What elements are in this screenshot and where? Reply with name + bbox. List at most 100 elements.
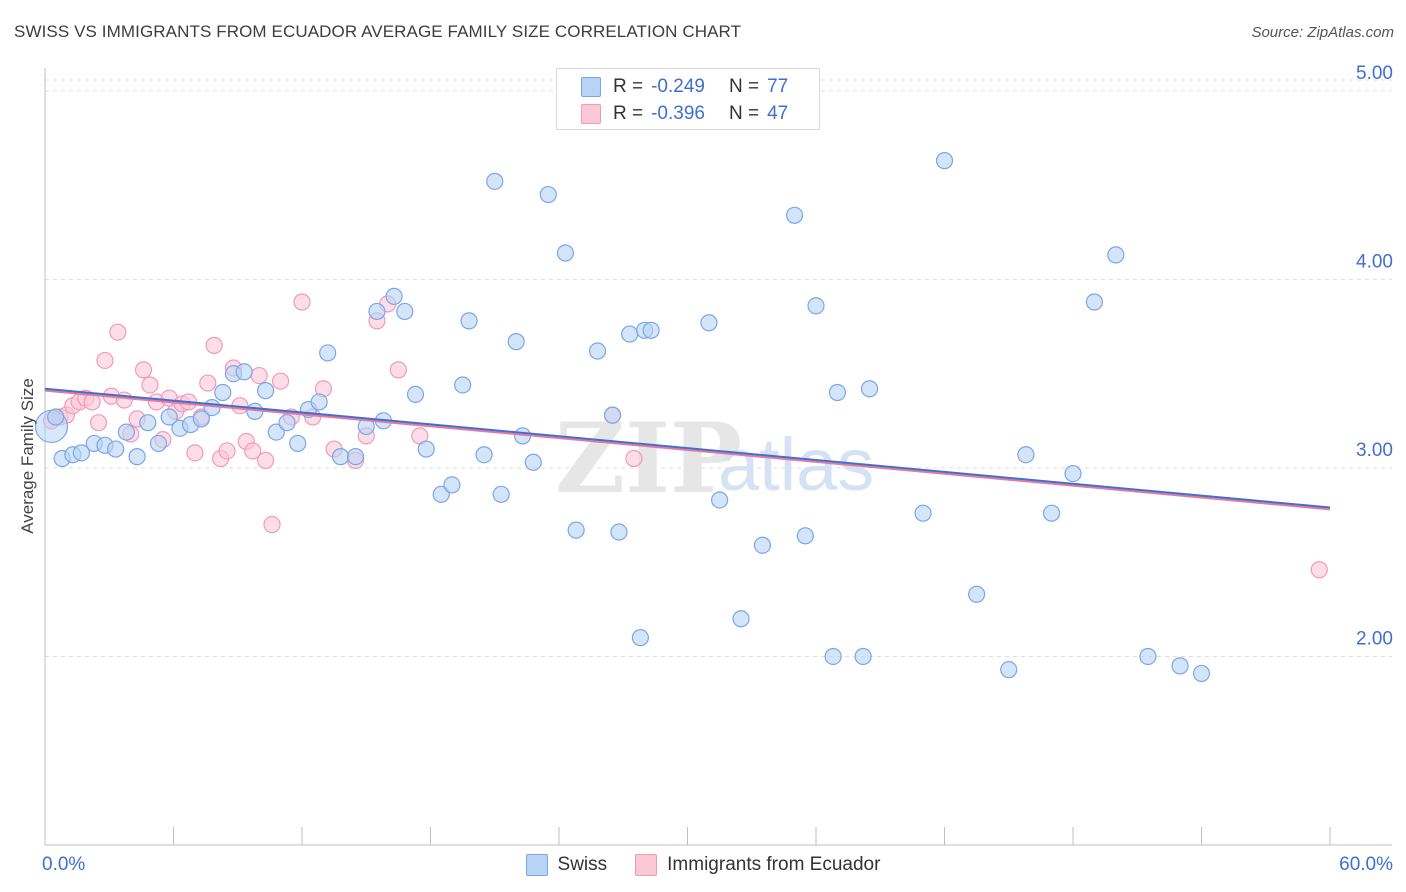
swiss-point	[443, 476, 461, 494]
swiss-point	[310, 393, 328, 411]
axes	[44, 68, 1392, 846]
swiss-point	[807, 297, 825, 315]
legend-item-ecuador: Immigrants from Ecuador	[635, 854, 880, 876]
swiss-point	[1107, 246, 1125, 264]
n-value: 47	[767, 103, 789, 124]
swiss-point	[507, 333, 525, 351]
swiss-point	[107, 440, 125, 458]
ecuador-point	[271, 372, 290, 390]
ecuador-point	[244, 442, 262, 460]
swiss-point	[796, 527, 814, 545]
series-legend: Swiss Immigrants from Ecuador	[0, 852, 1406, 878]
swiss-point	[711, 491, 729, 509]
y-axis-label: Average Family Size	[18, 378, 37, 534]
swiss-point	[860, 380, 879, 398]
swiss-point	[214, 383, 232, 402]
swiss-point	[331, 448, 350, 466]
swatch-ecuador	[635, 854, 658, 876]
swiss-point	[385, 287, 403, 305]
swiss-point	[914, 504, 932, 522]
swiss-point	[854, 647, 872, 666]
legend-label-swiss: Swiss	[557, 854, 608, 875]
r-label: R =	[613, 76, 644, 97]
swiss-point	[396, 302, 414, 321]
swiss-point	[460, 312, 478, 330]
ecuador-point	[96, 351, 114, 370]
swiss-point	[631, 629, 649, 647]
swiss-point	[828, 383, 847, 402]
swiss-point	[700, 314, 718, 332]
swiss-point	[486, 172, 504, 190]
swiss-point	[406, 385, 425, 403]
tick-labels: 2.00 3.00 4.00 5.00 0.0% 60.0%	[42, 63, 1393, 875]
legend-item-swiss: Swiss	[525, 854, 608, 876]
ecuador-point	[134, 361, 153, 379]
x-tick-label: 60.0%	[1339, 854, 1393, 875]
swiss-point	[1171, 657, 1189, 675]
swiss-point	[753, 536, 772, 554]
watermark-zip: ZIP	[555, 402, 742, 515]
ecuador-point	[256, 451, 275, 469]
swiss-point	[432, 485, 450, 503]
swiss-point	[454, 376, 472, 394]
ecuador-point	[115, 391, 133, 409]
swiss-point	[267, 423, 285, 441]
ecuador-point	[625, 449, 643, 468]
ecuador-point	[1310, 561, 1328, 579]
trend-line-swiss	[44, 387, 1331, 509]
swiss-point	[235, 363, 253, 381]
swiss-point	[935, 152, 954, 170]
ecuador-point	[293, 293, 311, 311]
swiss-point	[1192, 664, 1211, 683]
swiss-point	[1064, 464, 1082, 483]
swiss-point	[1042, 504, 1061, 522]
swatch-ecuador	[581, 104, 601, 124]
swiss-point	[319, 344, 337, 362]
swiss-point	[128, 448, 146, 466]
swiss-point	[368, 302, 386, 321]
series-swiss	[34, 152, 1211, 683]
swiss-point	[475, 446, 493, 464]
ecuador-point	[218, 442, 236, 460]
swiss-point	[556, 244, 575, 262]
swiss-point	[492, 485, 510, 503]
swiss-point	[139, 414, 157, 432]
swiss-point	[732, 610, 750, 628]
swiss-point	[346, 448, 365, 466]
swiss-point	[524, 453, 542, 471]
swiss-point	[603, 406, 622, 424]
swiss-point	[621, 325, 639, 343]
swiss-point	[1085, 293, 1104, 311]
swiss-point	[47, 408, 65, 426]
swiss-point	[192, 410, 210, 428]
swiss-point	[642, 321, 660, 339]
chart-title: SWISS VS IMMIGRANTS FROM ECUADOR AVERAGE…	[14, 22, 742, 41]
trend-lines	[44, 387, 1331, 511]
ecuador-point	[141, 376, 159, 394]
trend-line-ecuador	[44, 389, 1331, 511]
n-label: N =	[728, 103, 760, 124]
swiss-point	[72, 444, 91, 462]
legend-row-ecuador: R = -0.396 N = 47	[581, 102, 788, 126]
swiss-point	[539, 185, 557, 204]
r-value: -0.249	[651, 76, 705, 97]
swiss-point	[117, 423, 135, 441]
swatch-swiss	[525, 854, 548, 876]
ecuador-point	[89, 414, 108, 432]
swiss-point	[968, 585, 986, 603]
swiss-point	[203, 398, 221, 417]
ecuador-point	[205, 336, 223, 354]
n-value: 77	[767, 76, 789, 97]
swiss-point	[567, 521, 585, 539]
swatch-swiss	[581, 77, 601, 97]
ecuador-point	[250, 366, 268, 385]
swiss-point	[256, 382, 275, 400]
ecuador-point	[186, 444, 204, 462]
swiss-point	[1017, 446, 1035, 464]
ecuador-point	[109, 323, 127, 341]
y-tick-label: 4.00	[1356, 251, 1393, 272]
swiss-point	[1139, 647, 1157, 666]
legend-row-swiss: R = -0.249 N = 77	[581, 75, 788, 99]
